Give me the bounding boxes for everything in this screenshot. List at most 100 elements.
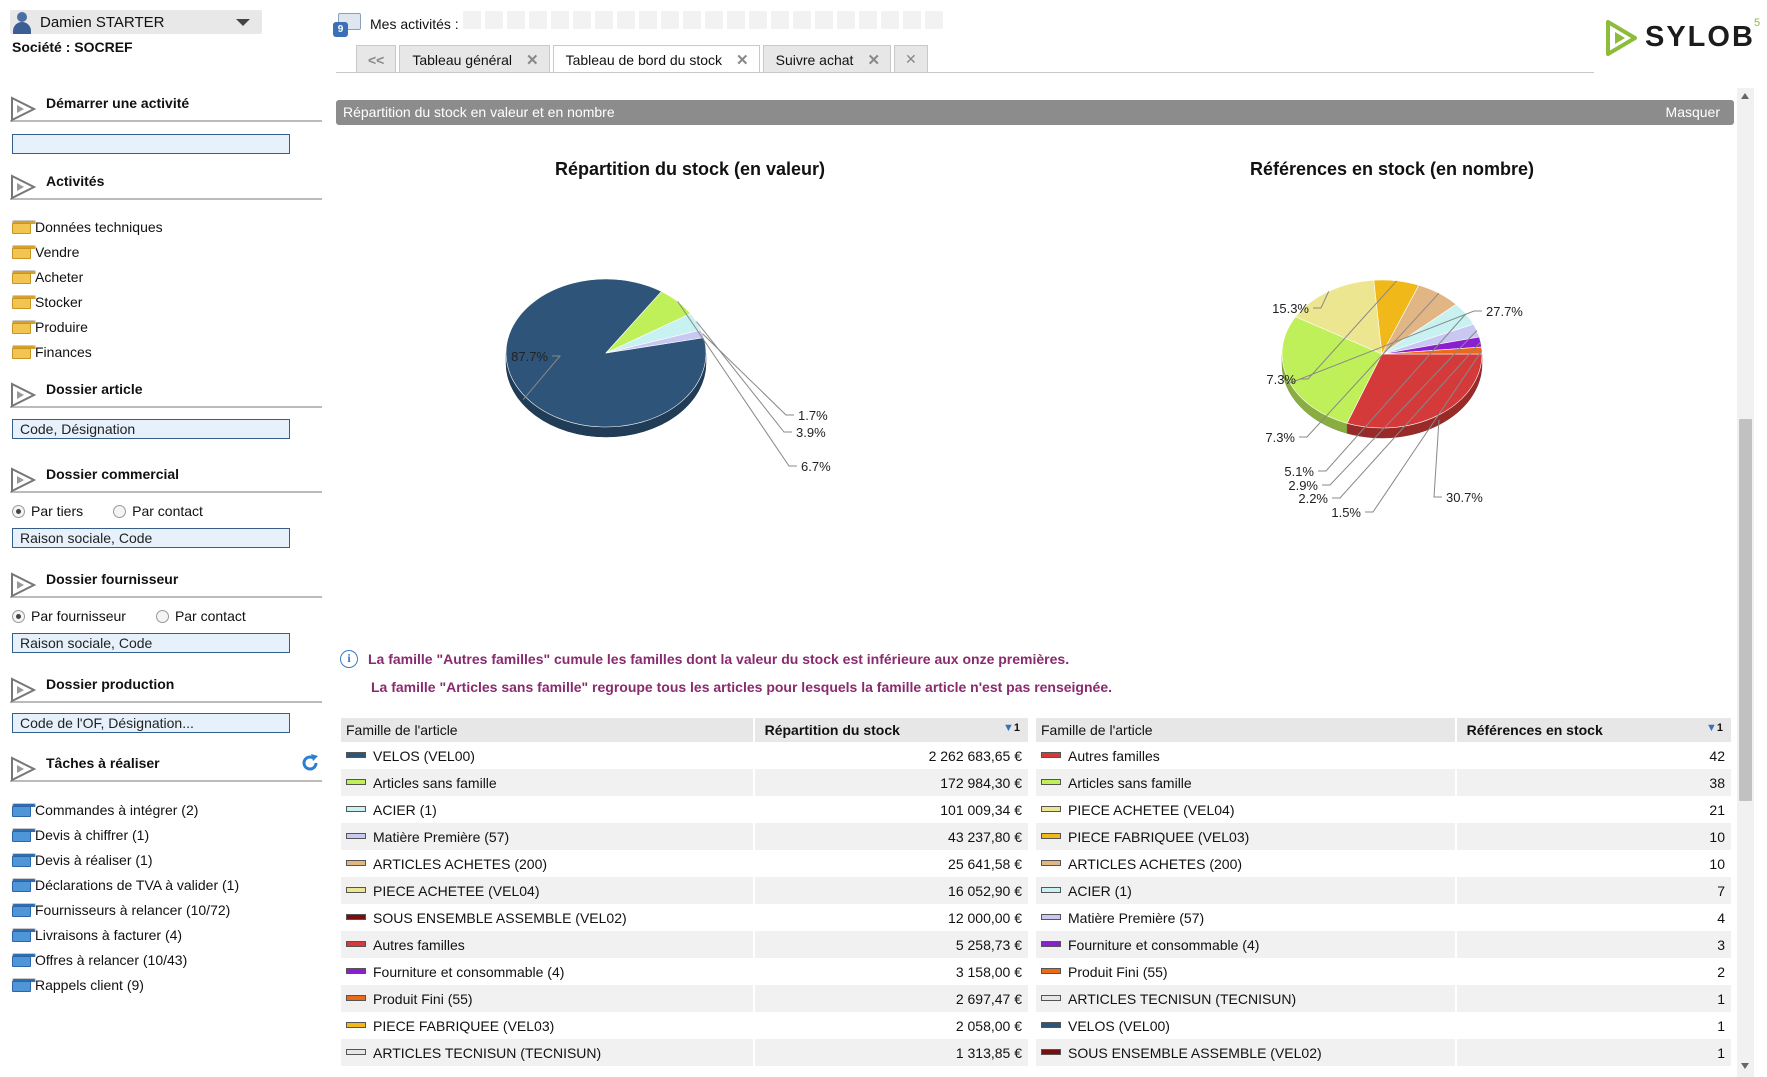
family-cell: Produit Fini (55) xyxy=(341,985,755,1012)
article-search-input[interactable]: Code, Désignation xyxy=(12,419,290,439)
radio-par-contact[interactable] xyxy=(155,609,169,623)
col-header-value[interactable]: Répartition du stock ▼1 xyxy=(753,718,1031,742)
section-title: Tâches à réaliser xyxy=(46,755,160,771)
table-row[interactable]: ARTICLES TECNISUN (TECNISUN) 1 313,85 € xyxy=(341,1039,1031,1066)
radio-par-fournisseur[interactable] xyxy=(12,609,25,623)
task-label: Livraisons à facturer (4) xyxy=(35,926,183,943)
legend-swatch xyxy=(1041,1048,1061,1055)
col-header-family[interactable]: Famille de l'article xyxy=(341,718,755,742)
folder-icon xyxy=(12,827,36,842)
value-cell: 2 xyxy=(1455,958,1734,985)
tab-nav-back-button[interactable]: << xyxy=(356,45,397,73)
production-search-input[interactable]: Code de l'OF, Désignation... xyxy=(12,713,290,733)
start-activity-input[interactable] xyxy=(12,134,290,154)
legend-swatch xyxy=(346,859,366,866)
family-cell: PIECE ACHETEE (VEL04) xyxy=(1036,796,1457,823)
tab-tableau-general[interactable]: Tableau général ✕ xyxy=(399,45,550,73)
activity-item[interactable]: Finances xyxy=(12,339,163,364)
radio-label: Par contact xyxy=(132,503,203,519)
info-icon: i xyxy=(340,650,358,668)
commercial-search-input[interactable]: Raison sociale, Code xyxy=(12,528,290,548)
legend-swatch xyxy=(346,778,366,785)
scrollbar-thumb[interactable] xyxy=(1739,419,1752,801)
activity-item[interactable]: Stocker xyxy=(12,289,163,314)
table-row[interactable]: ARTICLES ACHETES (200) 10 xyxy=(1036,850,1734,877)
table-row[interactable]: VELOS (VEL00) 2 262 683,65 € xyxy=(341,742,1031,769)
pie-label-1-5: 5.1% xyxy=(1284,464,1314,479)
activity-count-badge: 9 xyxy=(333,22,348,37)
family-cell: Autres familles xyxy=(341,931,755,958)
close-all-tabs-button[interactable]: ✕ xyxy=(894,45,928,73)
supplier-search-input[interactable]: Raison sociale, Code xyxy=(12,633,290,653)
table-row[interactable]: Autres familles 42 xyxy=(1036,742,1734,769)
task-item[interactable]: Devis à chiffrer (1) xyxy=(12,822,239,847)
tab-tableau-de-bord-stock[interactable]: Tableau de bord du stock ✕ xyxy=(552,45,760,73)
sort-desc-icon[interactable]: ▼1 xyxy=(1705,722,1723,734)
task-item[interactable]: Commandes à intégrer (2) xyxy=(12,797,239,822)
family-cell: ARTICLES TECNISUN (TECNISUN) xyxy=(1036,985,1457,1012)
table-row[interactable]: Articles sans famille 38 xyxy=(1036,769,1734,796)
task-item[interactable]: Fournisseurs à relancer (10/72) xyxy=(12,897,239,922)
table-row[interactable]: PIECE FABRIQUEE (VEL03) 2 058,00 € xyxy=(341,1012,1031,1039)
table-row[interactable]: Autres familles 5 258,73 € xyxy=(341,931,1031,958)
scroll-down-icon[interactable] xyxy=(1741,1063,1749,1069)
value-cell: 101 009,34 € xyxy=(753,796,1031,823)
task-item[interactable]: Livraisons à facturer (4) xyxy=(12,922,239,947)
close-icon[interactable]: ✕ xyxy=(736,51,749,69)
user-selector[interactable]: Damien STARTER xyxy=(10,10,262,34)
table-row[interactable]: Fourniture et consommable (4) 3 158,00 € xyxy=(341,958,1031,985)
family-label: VELOS (VEL00) xyxy=(373,747,475,764)
radio-par-tiers[interactable] xyxy=(12,504,25,518)
col-header-family[interactable]: Famille de l'article xyxy=(1036,718,1457,742)
table-row[interactable]: PIECE ACHETEE (VEL04) 16 052,90 € xyxy=(341,877,1031,904)
table-row[interactable]: SOUS ENSEMBLE ASSEMBLE (VEL02) 12 000,00 … xyxy=(341,904,1031,931)
col-header-count[interactable]: Références en stock ▼1 xyxy=(1455,718,1734,742)
table-row[interactable]: Produit Fini (55) 2 697,47 € xyxy=(341,985,1031,1012)
section-activities: Activités xyxy=(10,170,322,200)
table-row[interactable]: ARTICLES ACHETES (200) 25 641,58 € xyxy=(341,850,1031,877)
activities-monitor-icon[interactable]: 9 xyxy=(333,13,361,37)
activity-item[interactable]: Données techniques xyxy=(12,214,163,239)
table-row[interactable]: PIECE ACHETEE (VEL04) 21 xyxy=(1036,796,1734,823)
task-item[interactable]: Devis à réaliser (1) xyxy=(12,847,239,872)
family-cell: Fourniture et consommable (4) xyxy=(1036,931,1457,958)
chevron-down-icon[interactable] xyxy=(236,18,250,26)
table-row[interactable]: ACIER (1) 101 009,34 € xyxy=(341,796,1031,823)
table-row[interactable]: Articles sans famille 172 984,30 € xyxy=(341,769,1031,796)
family-label: SOUS ENSEMBLE ASSEMBLE (VEL02) xyxy=(1068,1044,1322,1061)
value-cell: 2 058,00 € xyxy=(753,1012,1031,1039)
task-item[interactable]: Déclarations de TVA à valider (1) xyxy=(12,872,239,897)
table-row[interactable]: VELOS (VEL00) 1 xyxy=(1036,1012,1734,1039)
task-item[interactable]: Offres à relancer (10/43) xyxy=(12,947,239,972)
family-label: PIECE ACHETEE (VEL04) xyxy=(373,882,540,899)
pie-leader-1-8 xyxy=(1365,350,1483,513)
table-row[interactable]: ARTICLES TECNISUN (TECNISUN) 1 xyxy=(1036,985,1734,1012)
table-row[interactable]: ACIER (1) 7 xyxy=(1036,877,1734,904)
panel-title: Répartition du stock en valeur et en nom… xyxy=(343,104,615,120)
logo-superscript: 5 xyxy=(1754,17,1761,29)
refresh-icon[interactable] xyxy=(300,753,320,773)
close-icon[interactable]: ✕ xyxy=(867,51,881,69)
tab-suivre-achat[interactable]: Suivre achat ✕ xyxy=(762,45,892,73)
sort-desc-icon[interactable]: ▼1 xyxy=(1002,722,1020,734)
activity-item[interactable]: Produire xyxy=(12,314,163,339)
pie-label-1-2: 15.3% xyxy=(1272,301,1309,316)
hide-panel-button[interactable]: Masquer xyxy=(1665,104,1720,120)
radio-par-contact[interactable] xyxy=(113,504,127,518)
table-row[interactable]: SOUS ENSEMBLE ASSEMBLE (VEL02) 1 xyxy=(1036,1039,1734,1066)
family-label: Fourniture et consommable (4) xyxy=(373,963,565,980)
table-row[interactable]: Fourniture et consommable (4) 3 xyxy=(1036,931,1734,958)
table-row[interactable]: PIECE FABRIQUEE (VEL03) 10 xyxy=(1036,823,1734,850)
activity-item[interactable]: Acheter xyxy=(12,264,163,289)
task-item[interactable]: Rappels client (9) xyxy=(12,972,239,997)
triangle-play-icon xyxy=(11,382,36,408)
table-row[interactable]: Matière Première (57) 43 237,80 € xyxy=(341,823,1031,850)
scroll-up-icon[interactable] xyxy=(1741,93,1749,99)
table-row[interactable]: Produit Fini (55) 2 xyxy=(1036,958,1734,985)
family-cell: Autres familles xyxy=(1036,742,1457,769)
activity-item[interactable]: Vendre xyxy=(12,239,163,264)
close-icon[interactable]: ✕ xyxy=(526,51,539,69)
family-cell: VELOS (VEL00) xyxy=(1036,1012,1457,1039)
vertical-scrollbar[interactable] xyxy=(1737,88,1754,1077)
table-row[interactable]: Matière Première (57) 4 xyxy=(1036,904,1734,931)
